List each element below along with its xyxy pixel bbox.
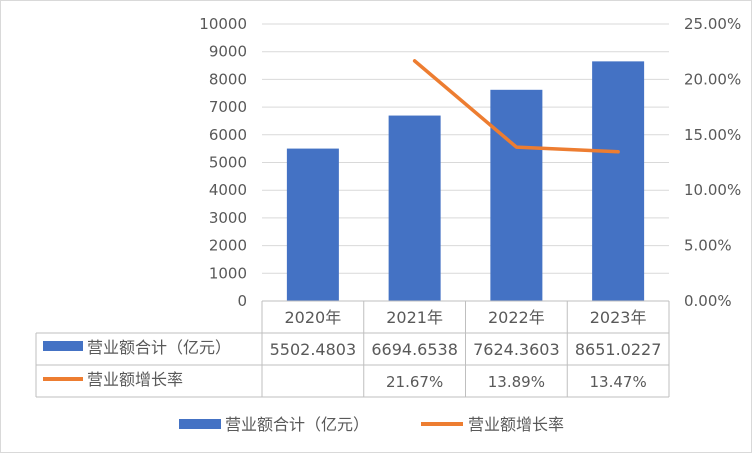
table-cell: 6694.6538	[371, 340, 458, 359]
y-right-tick-label: 5.00%	[684, 237, 732, 255]
y-right-tick-label: 0.00%	[684, 292, 732, 310]
table-cell: 8651.0227	[575, 340, 662, 359]
y-left-tick-label: 9000	[209, 43, 247, 61]
category-label: 2021年	[386, 308, 443, 327]
table-cell: 21.67%	[386, 373, 443, 391]
y-right-tick-label: 25.00%	[684, 15, 741, 33]
series-line	[412, 59, 620, 154]
y-left-tick-label: 7000	[209, 98, 247, 116]
y-left-tick-label: 0	[237, 292, 247, 310]
y-left-tick-label: 2000	[209, 237, 247, 255]
table-cell: 13.47%	[590, 373, 647, 391]
table-series-name: 营业额合计（亿元）	[87, 338, 231, 357]
y-right-tick-label: 10.00%	[684, 181, 741, 199]
category-label: 2023年	[590, 308, 647, 327]
bar	[286, 148, 339, 301]
table-cell: 5502.4803	[270, 340, 357, 359]
y-left-tick-label: 8000	[209, 70, 247, 88]
category-label: 2020年	[285, 308, 342, 327]
y-left-tick-label: 4000	[209, 181, 247, 199]
legend-label: 营业额合计（亿元）	[225, 415, 369, 434]
table-series-name: 营业额增长率	[87, 370, 183, 389]
y-left-tick-label: 1000	[209, 264, 247, 282]
table-cell: 13.89%	[488, 373, 545, 391]
y-left-tick-label: 6000	[209, 126, 247, 144]
y-right-tick-label: 15.00%	[684, 126, 741, 144]
category-label: 2022年	[488, 308, 545, 327]
legend-key-bar	[179, 419, 221, 429]
table-cell: 7624.3603	[473, 340, 560, 359]
y-left-tick-label: 3000	[209, 209, 247, 227]
bar	[388, 115, 441, 301]
legend-label: 营业额增长率	[468, 415, 564, 434]
table-legend-key-bar	[43, 341, 83, 351]
y-left-tick-label: 10000	[199, 15, 247, 33]
bar	[592, 61, 645, 302]
bar	[490, 89, 543, 301]
y-right-tick-label: 20.00%	[684, 70, 741, 88]
y-left-tick-label: 5000	[209, 154, 247, 172]
